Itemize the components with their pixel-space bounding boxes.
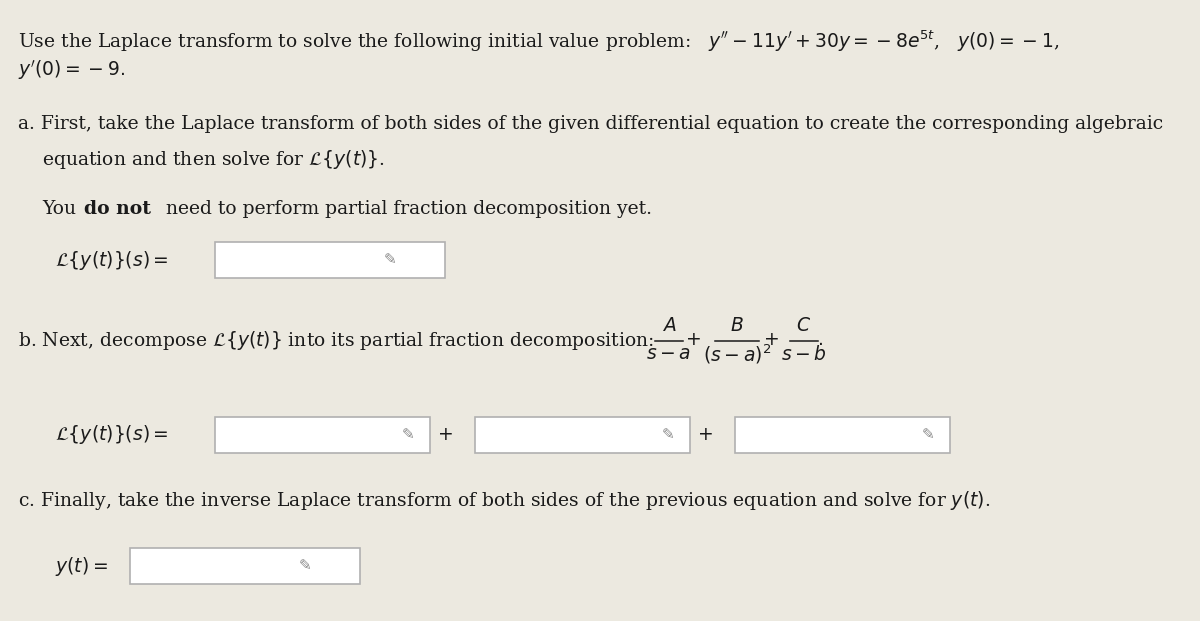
- FancyBboxPatch shape: [215, 242, 445, 278]
- Text: $+$: $+$: [685, 331, 701, 349]
- Text: Use the Laplace transform to solve the following initial value problem:   $y'' -: Use the Laplace transform to solve the f…: [18, 28, 1060, 53]
- Text: $B$: $B$: [730, 317, 744, 335]
- Text: need to perform partial fraction decomposition yet.: need to perform partial fraction decompo…: [160, 200, 652, 218]
- Text: do not: do not: [84, 200, 151, 218]
- Text: $y'(0) = -9.$: $y'(0) = -9.$: [18, 58, 125, 82]
- Text: $A$: $A$: [661, 317, 677, 335]
- FancyBboxPatch shape: [215, 417, 430, 453]
- Text: b. Next, decompose $\mathcal{L}\{y(t)\}$ into its partial fraction decomposition: b. Next, decompose $\mathcal{L}\{y(t)\}$…: [18, 329, 654, 351]
- Text: $\mathcal{L}\{y(t)\}(s) =$: $\mathcal{L}\{y(t)\}(s) =$: [55, 248, 169, 271]
- Text: You: You: [42, 200, 82, 218]
- Text: $y(t) =$: $y(t) =$: [55, 555, 108, 578]
- Text: $C$: $C$: [797, 317, 811, 335]
- FancyBboxPatch shape: [734, 417, 950, 453]
- Text: $s - b$: $s - b$: [781, 345, 827, 363]
- Text: $\mathcal{L}\{y(t)\}(s) =$: $\mathcal{L}\{y(t)\}(s) =$: [55, 424, 169, 446]
- Text: ✎: ✎: [384, 253, 396, 268]
- Text: ✎: ✎: [661, 427, 674, 443]
- Text: ✎: ✎: [402, 427, 414, 443]
- Text: $+$: $+$: [437, 426, 452, 444]
- Text: $(s - a)^2$: $(s - a)^2$: [703, 342, 772, 366]
- Text: ✎: ✎: [922, 427, 935, 443]
- FancyBboxPatch shape: [130, 548, 360, 584]
- FancyBboxPatch shape: [475, 417, 690, 453]
- Text: c. Finally, take the inverse Laplace transform of both sides of the previous equ: c. Finally, take the inverse Laplace tra…: [18, 489, 990, 512]
- Text: $+$: $+$: [697, 426, 713, 444]
- Text: $s - a$: $s - a$: [647, 345, 691, 363]
- Text: $.$: $.$: [817, 331, 823, 349]
- Text: equation and then solve for $\mathcal{L}\{y(t)\}$.: equation and then solve for $\mathcal{L}…: [42, 148, 385, 171]
- Text: a. First, take the Laplace transform of both sides of the given differential equ: a. First, take the Laplace transform of …: [18, 115, 1163, 133]
- Text: ✎: ✎: [299, 558, 311, 574]
- Text: $+$: $+$: [763, 331, 779, 349]
